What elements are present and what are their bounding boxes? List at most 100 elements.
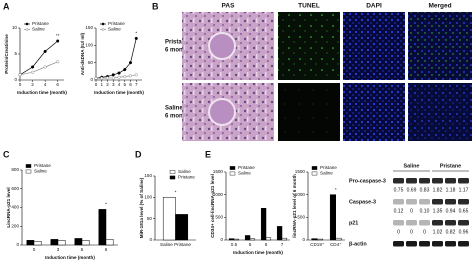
legend-swatch [229, 171, 236, 176]
series-line [19, 40, 58, 76]
bar [335, 237, 342, 241]
point [128, 61, 133, 65]
x-tick-label: 7 [135, 82, 138, 87]
x-tick-label: 5 [81, 247, 84, 252]
blot-band [419, 178, 430, 184]
bar [26, 240, 35, 246]
blot-value: 0.10 [420, 208, 430, 214]
blot-value: 0 [423, 229, 426, 235]
x-tick-label: 3 [112, 82, 115, 87]
y-tick-label: 100 [144, 195, 152, 200]
x-tick-label: 0 [33, 247, 36, 252]
point [31, 70, 35, 74]
y-tick-label: 0 [90, 77, 93, 82]
x-tick-label: 3 [57, 247, 60, 252]
x-tick-label: 0.5 [231, 242, 238, 247]
blot-band [419, 199, 430, 205]
blot-value: 0.83 [420, 187, 430, 193]
x-tick-label: 1 [100, 82, 103, 87]
blot-band [445, 178, 456, 184]
point [94, 76, 98, 80]
blot-value: 1.18 [446, 187, 456, 193]
legend-swatch [169, 170, 176, 174]
bar [162, 197, 176, 241]
blot-value: 0.12 [394, 208, 404, 214]
blot-band [432, 178, 443, 184]
blot-band [419, 220, 430, 226]
bar [329, 194, 337, 241]
y-tick-label: 50 [147, 216, 153, 221]
y-tick-label: 0 [220, 237, 223, 242]
y-tick-label: 1000 [213, 192, 224, 197]
blot-value: 0.75 [394, 187, 404, 193]
blot-value: 0 [397, 229, 400, 235]
legend-label: Pristane [32, 21, 49, 26]
point [31, 65, 35, 69]
panel-letter: A [3, 1, 10, 11]
y-tick-label: 1500 [213, 169, 224, 174]
blot-value: 0.69 [407, 187, 417, 193]
y-tick-label: 150 [144, 173, 152, 178]
bar [33, 241, 42, 246]
row-time: 6 month [165, 114, 189, 120]
x-tick-label: 6 [56, 82, 59, 87]
blot-band [406, 220, 417, 226]
blot-band [445, 220, 456, 226]
x-axis-label: Induction time (month) [94, 90, 144, 95]
micrograph [278, 83, 340, 141]
blot-band [432, 220, 443, 226]
legend-swatch [311, 171, 318, 176]
blot-band [458, 241, 469, 247]
x-tick-label: 6 [105, 247, 108, 252]
legend-swatch [311, 166, 318, 170]
blot-band [393, 220, 404, 226]
y-tick-label: 500 [215, 215, 223, 220]
y-axis-label: Protein/Creatinine [4, 34, 9, 74]
blot-value: 0.96 [459, 229, 469, 235]
blot-band [393, 241, 404, 247]
y-tick-label: 200 [11, 223, 19, 228]
blot-value: 0 [410, 229, 413, 235]
point [43, 49, 47, 53]
legend-swatch [101, 28, 105, 31]
y-axis-label: lincRNA-p21 level of 6 month [292, 174, 297, 238]
y-axis-label: Anti-dsDNA (IU/ ml) [80, 32, 85, 75]
glomerulus [208, 32, 236, 60]
blot-band [406, 178, 417, 184]
legend-swatch [229, 166, 236, 170]
y-tick-label: 5 [14, 51, 17, 56]
x-tick-label: Saline Pristane [160, 242, 191, 247]
row-time: 6 month [165, 48, 189, 54]
legend-label: Pristane [238, 165, 255, 170]
blot-band [445, 199, 456, 205]
column-header: TUNEL [298, 3, 320, 10]
y-tick-label: 0 [14, 77, 17, 82]
blot-value: 1.82 [433, 187, 443, 193]
x-tick-label: CD19⁺ [310, 242, 325, 247]
bar [175, 214, 189, 241]
y-tick-label: 0 [16, 242, 19, 247]
y-tick-label: 600 [11, 186, 19, 191]
column-header: PAS [222, 3, 236, 10]
point [111, 76, 115, 80]
point [123, 68, 127, 72]
blot-band [406, 199, 417, 205]
blot-row-label: p21 [349, 220, 358, 226]
bar [74, 238, 83, 246]
blot-band [445, 241, 456, 247]
point [43, 65, 47, 69]
point [111, 73, 115, 77]
legend-label: Saline [178, 169, 191, 174]
blot-band [393, 178, 404, 184]
blot-band [419, 241, 430, 247]
blot-value: 0.94 [446, 208, 456, 214]
blot-value: 0.65 [459, 208, 469, 214]
annotation: ** [56, 33, 60, 38]
glomerulus [208, 98, 236, 126]
series-line [19, 61, 58, 76]
bar [57, 240, 66, 246]
blot-band [458, 199, 469, 205]
legend-swatch [25, 28, 29, 31]
y-axis-label: CD34+ cell-lincRNA-p21 level [210, 174, 215, 238]
legend-label: Pristane [320, 165, 337, 170]
